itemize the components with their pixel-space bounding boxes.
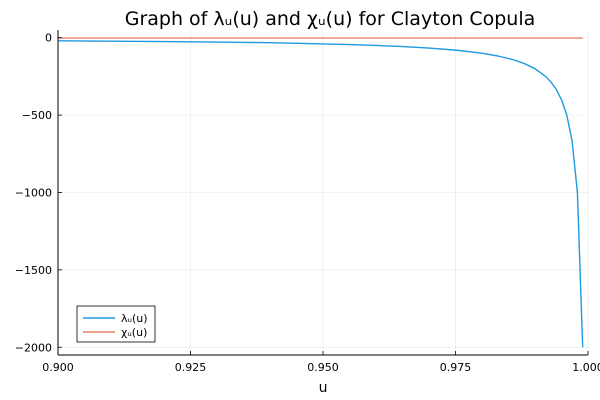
y-tick-label: −1500 xyxy=(15,264,52,277)
x-tick-label: 0.900 xyxy=(42,361,74,374)
legend: λᵤ(u)χᵤ(u) xyxy=(76,305,156,343)
y-tick-label: −2000 xyxy=(15,341,52,354)
y-tick-label: −1000 xyxy=(15,187,52,200)
tick-labels: 0.900 0.925 0.950 0.975 1.000 0 −500 −1000 −1500… xyxy=(15,32,600,374)
x-tick-label: 0.925 xyxy=(175,361,207,374)
x-tick-label: 0.950 xyxy=(307,361,339,374)
y-tick-label: −500 xyxy=(22,109,52,122)
x-tick-label: 0.975 xyxy=(440,361,472,374)
legend-label: χᵤ(u) xyxy=(121,326,147,339)
legend-label: λᵤ(u) xyxy=(121,312,148,325)
axes xyxy=(57,30,589,356)
series-line-1 xyxy=(57,40,584,348)
series-layer xyxy=(57,37,584,348)
x-axis-label: u xyxy=(319,380,328,396)
x-tick-label: 1.000 xyxy=(572,361,600,374)
chart-title: Graph of λᵤ(u) and χᵤ(u) for Clayton Cop… xyxy=(125,8,536,30)
legend-box xyxy=(76,305,156,343)
y-tick-label: 0 xyxy=(45,32,52,45)
